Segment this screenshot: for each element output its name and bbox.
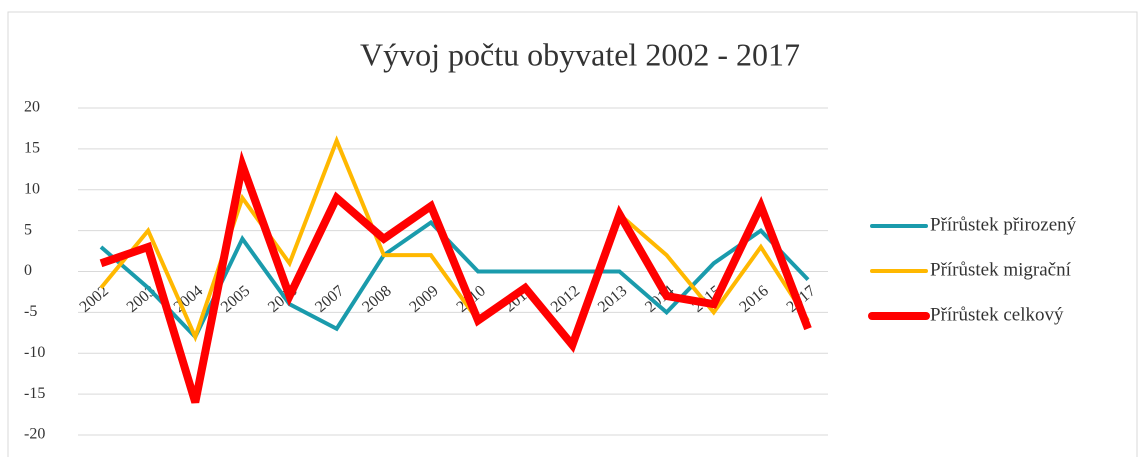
y-tick-label: -10 <box>24 344 45 361</box>
y-tick-label: 20 <box>24 99 40 116</box>
y-tick-label: -5 <box>24 303 37 320</box>
series-line <box>99 150 812 404</box>
y-tick-label: -15 <box>24 385 45 402</box>
chart-title: Vývoj počtu obyvatel 2002 - 2017 <box>360 36 800 72</box>
y-tick-label: -20 <box>24 426 45 443</box>
legend-label: Přírůstek přirozený <box>930 214 1077 235</box>
y-tick-label: 15 <box>24 140 40 157</box>
y-tick-label: 0 <box>24 262 32 279</box>
legend-label: Přírůstek migrační <box>930 259 1072 280</box>
legend-label: Přírůstek celkový <box>930 304 1064 325</box>
y-tick-label: 10 <box>24 180 40 197</box>
y-tick-label: 5 <box>24 221 32 238</box>
